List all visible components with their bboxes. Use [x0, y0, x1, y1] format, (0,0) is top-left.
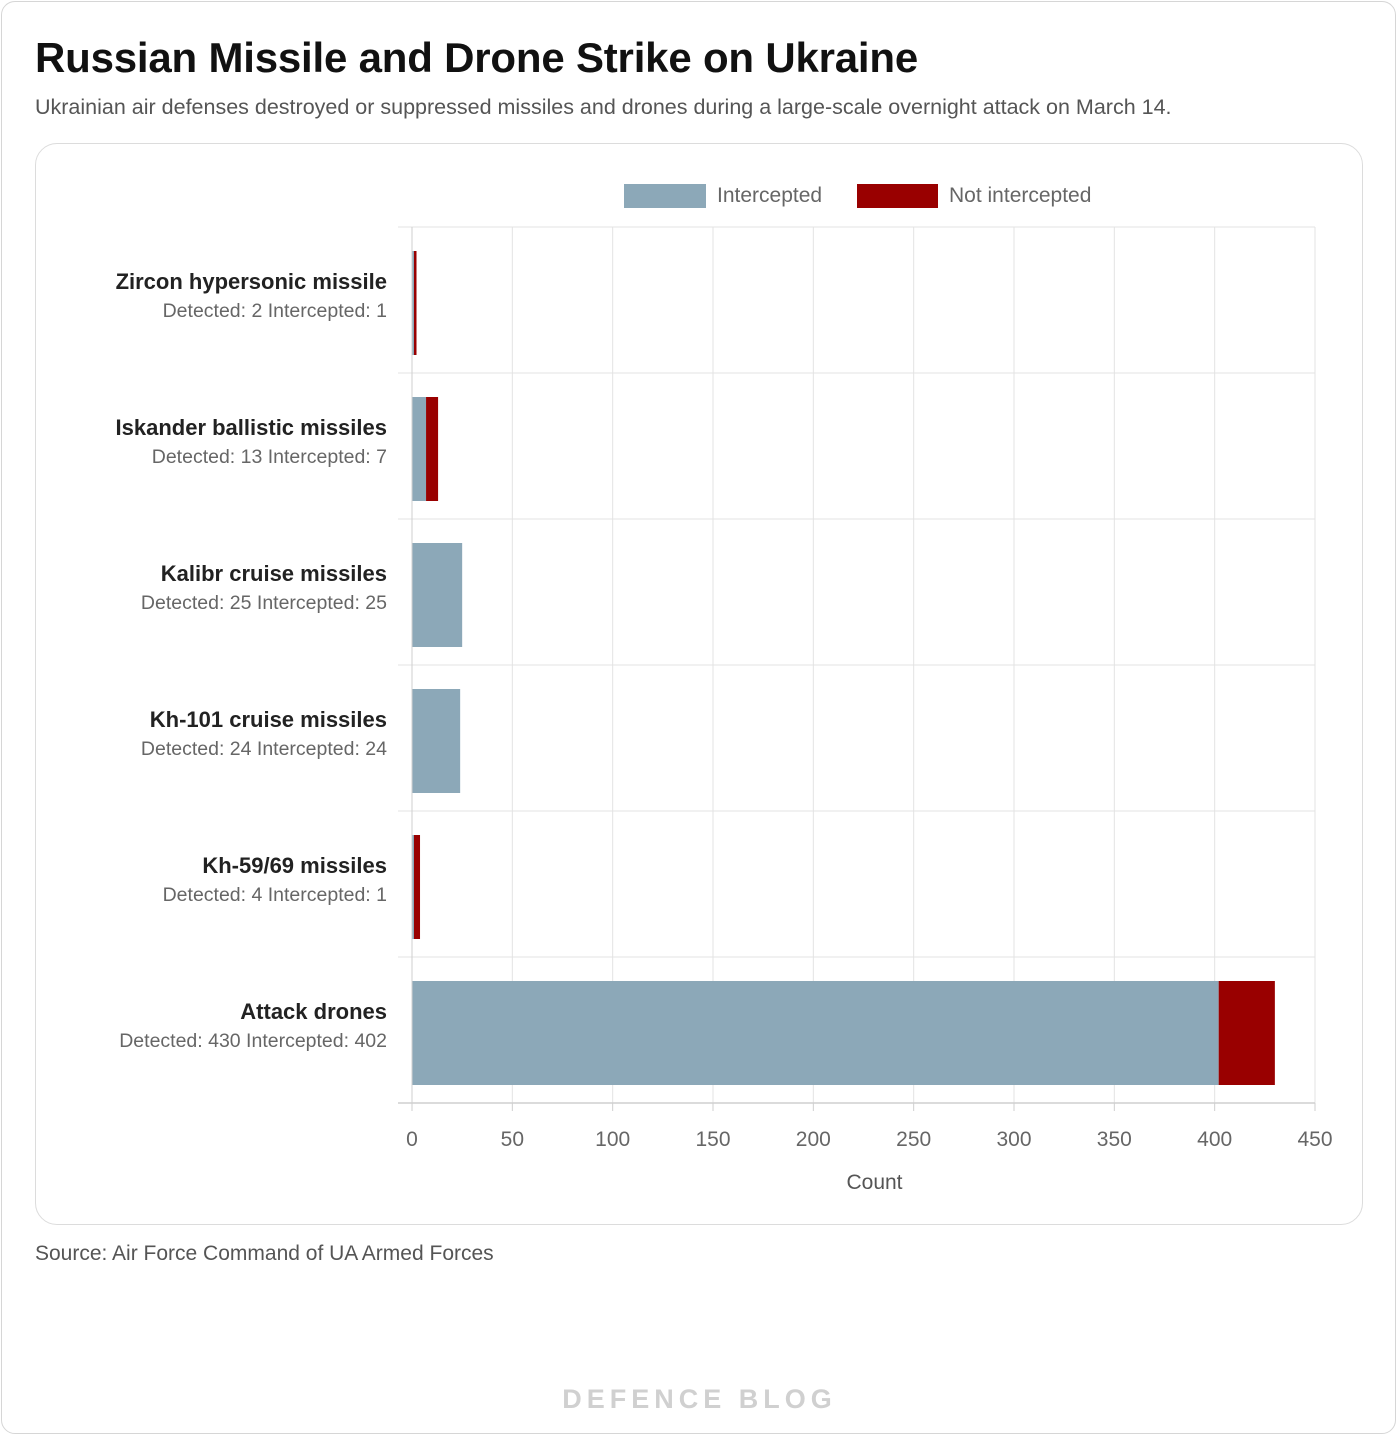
x-tick-label: 100: [595, 1128, 630, 1151]
source-note: Source: Air Force Command of UA Armed Fo…: [35, 1242, 494, 1265]
category-detail: Detected: 13 Intercepted: 7: [152, 446, 387, 468]
legend-swatch: [624, 184, 706, 208]
category-detail: Detected: 2 Intercepted: 1: [163, 300, 387, 322]
bar-not-intercepted: [414, 835, 421, 939]
x-tick-label: 350: [1097, 1128, 1132, 1151]
chart-legend: Intercepted Not intercepted: [624, 184, 1091, 208]
bar-intercepted: [412, 689, 461, 793]
category-label: Kalibr cruise missiles: [161, 561, 387, 586]
bar-not-intercepted: [1218, 981, 1275, 1085]
category-label: Zircon hypersonic missile: [116, 269, 387, 294]
y-axis-labels: Zircon hypersonic missile Detected: 2 Int…: [116, 269, 388, 1052]
x-tick-label: 0: [406, 1128, 418, 1151]
x-axis-title: Count: [846, 1171, 902, 1194]
x-tick-label: 300: [996, 1128, 1031, 1151]
x-axis: 0 50 100 150 200 250 300 350 400 450 Count: [398, 227, 1333, 1194]
category-label: Kh-59/69 missiles: [202, 853, 387, 878]
x-tick-label: 150: [695, 1128, 730, 1151]
category-label: Attack drones: [240, 999, 387, 1024]
legend-label: Not intercepted: [949, 184, 1091, 207]
category-label: Kh-101 cruise missiles: [150, 707, 387, 732]
bar-intercepted: [412, 835, 415, 939]
category-label: Iskander ballistic missiles: [116, 415, 387, 440]
bar-intercepted: [412, 543, 463, 647]
page-title: Russian Missile and Drone Strike on Ukra…: [35, 34, 918, 81]
category-detail: Detected: 430 Intercepted: 402: [119, 1030, 387, 1052]
brand-logo: DEFENCE BLOG: [562, 1384, 837, 1414]
x-tick-label: 50: [501, 1128, 524, 1151]
legend-label: Intercepted: [717, 184, 822, 207]
page-subtitle: Ukrainian air defenses destroyed or supp…: [35, 95, 1172, 119]
bar-not-intercepted: [414, 251, 417, 355]
chart-grid: [398, 226, 1316, 1104]
category-detail: Detected: 25 Intercepted: 25: [141, 592, 387, 614]
bar-intercepted: [412, 251, 415, 355]
x-tick-label: 400: [1197, 1128, 1232, 1151]
bar-intercepted: [412, 397, 427, 501]
x-tick-label: 450: [1297, 1128, 1332, 1151]
x-tick-label: 200: [796, 1128, 831, 1151]
bar-intercepted: [412, 981, 1219, 1085]
category-detail: Detected: 24 Intercepted: 24: [141, 738, 387, 760]
x-tick-label: 250: [896, 1128, 931, 1151]
chart-bars: [412, 251, 1275, 1085]
category-detail: Detected: 4 Intercepted: 1: [163, 884, 387, 906]
bar-not-intercepted: [426, 397, 439, 501]
legend-swatch: [857, 184, 938, 208]
